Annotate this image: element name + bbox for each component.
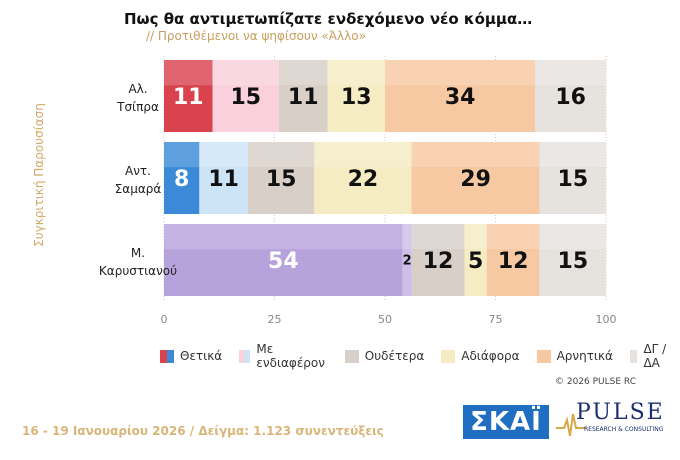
bar-segment bbox=[164, 224, 403, 296]
bar-segment-highlight bbox=[411, 142, 540, 168]
data-label: 34 bbox=[445, 85, 476, 110]
bar-segment-highlight bbox=[539, 224, 606, 250]
bar-segment-highlight bbox=[385, 60, 536, 86]
bar-segment bbox=[164, 142, 200, 214]
x-tick-label: 0 bbox=[161, 313, 168, 326]
data-label: 8 bbox=[174, 167, 189, 192]
x-tick-label: 50 bbox=[378, 313, 392, 326]
data-label: 11 bbox=[208, 167, 239, 192]
bar-segment-highlight bbox=[402, 224, 412, 250]
bar-segment bbox=[212, 60, 279, 132]
bar-segment bbox=[411, 142, 540, 214]
bar-segment bbox=[327, 60, 385, 132]
bar-segment-highlight bbox=[212, 60, 279, 86]
data-label: 15 bbox=[558, 167, 589, 192]
category-label: Αλ. bbox=[128, 82, 147, 96]
pulse-logo-subtitle: RESEARCH & CONSULTING bbox=[584, 426, 664, 433]
bar-segment-highlight bbox=[247, 142, 315, 168]
pulse-logo: PULSE RESEARCH & CONSULTING bbox=[556, 400, 666, 442]
legend-swatch bbox=[344, 349, 359, 363]
bar-segment-highlight bbox=[278, 60, 328, 86]
legend-label: ΔΓ / ΔΑ bbox=[643, 342, 667, 370]
bar-segment bbox=[402, 224, 412, 296]
bar-segment bbox=[164, 60, 213, 132]
bar-segment-highlight bbox=[486, 224, 540, 250]
survey-footer: 16 - 19 Ιανουαρίου 2026 / Δείγμα: 1.123 … bbox=[22, 424, 384, 438]
bar-segment bbox=[278, 60, 328, 132]
bar-segment bbox=[247, 142, 315, 214]
category-label: Αντ. bbox=[125, 164, 151, 178]
chart-title: Πως θα αντιμετωπίζατε ενδεχόμενο νέο κόμ… bbox=[124, 10, 533, 28]
copyright-note: © 2026 PULSE RC bbox=[555, 377, 637, 387]
data-label: 29 bbox=[460, 167, 491, 192]
x-tick-label: 75 bbox=[489, 313, 503, 326]
category-label: Καρυστιανού bbox=[99, 264, 177, 278]
bar-segment-highlight bbox=[535, 60, 606, 86]
legend-swatch bbox=[239, 349, 251, 363]
legend-label: Με ενδιαφέρον bbox=[256, 342, 325, 370]
bar-segment-highlight bbox=[164, 224, 403, 250]
bar-segment bbox=[535, 60, 606, 132]
x-tick-label: 100 bbox=[596, 313, 617, 326]
legend-swatch bbox=[160, 349, 174, 363]
bar-segment bbox=[385, 60, 536, 132]
pulse-wave-icon bbox=[556, 413, 586, 437]
legend-item: Αδιάφορα bbox=[441, 349, 520, 363]
chart-subtitle: // Προτιθέμενοι να ψηφίσουν «Άλλο» bbox=[146, 29, 366, 43]
x-tick-label: 25 bbox=[268, 313, 282, 326]
data-label: 15 bbox=[558, 249, 589, 274]
chart-legend: Θετικά Με ενδιαφέρον Ουδέτερα Αδιάφορα Αρνητ… bbox=[160, 342, 680, 370]
bar-segment bbox=[539, 224, 606, 296]
legend-label: Ουδέτερα bbox=[364, 349, 425, 363]
legend-item: ΔΓ / ΔΑ bbox=[629, 342, 667, 370]
bar-segment-highlight bbox=[539, 142, 606, 168]
pulse-logo-word: PULSE bbox=[576, 400, 665, 425]
legend-item: Ουδέτερα bbox=[344, 349, 425, 363]
bar-segment bbox=[199, 142, 248, 214]
legend-swatch bbox=[536, 349, 551, 363]
data-label: 22 bbox=[348, 167, 379, 192]
bar-segment-highlight bbox=[464, 224, 487, 250]
legend-item: Αρνητικά bbox=[536, 349, 613, 363]
bar-segment-highlight bbox=[314, 142, 412, 168]
data-label: 11 bbox=[173, 85, 204, 110]
bar-segment-highlight bbox=[327, 60, 385, 86]
category-label: Μ. bbox=[131, 246, 145, 260]
skai-logo: ΣΚΑΪ bbox=[463, 405, 549, 439]
legend-label: Αδιάφορα bbox=[461, 349, 520, 363]
data-label: 11 bbox=[288, 85, 319, 110]
bar-segment bbox=[411, 224, 465, 296]
category-label: Σαμαρά bbox=[115, 182, 162, 196]
bar-segment bbox=[464, 224, 487, 296]
data-label: 5 bbox=[468, 249, 483, 274]
data-label: 16 bbox=[555, 85, 586, 110]
bar-segment-highlight bbox=[199, 142, 248, 168]
data-label: 12 bbox=[423, 249, 454, 274]
category-label: Τσίπρα bbox=[116, 100, 159, 114]
data-label: 13 bbox=[341, 85, 372, 110]
legend-swatch bbox=[441, 349, 456, 363]
data-label: 15 bbox=[230, 85, 261, 110]
bar-segment-highlight bbox=[411, 224, 465, 250]
legend-item: Θετικά bbox=[160, 349, 222, 363]
legend-swatch bbox=[629, 349, 638, 363]
legend-label: Αρνητικά bbox=[556, 349, 613, 363]
data-label: 2 bbox=[403, 254, 412, 269]
data-label: 54 bbox=[268, 249, 299, 274]
data-label: 15 bbox=[266, 167, 297, 192]
legend-item: Με ενδιαφέρον bbox=[239, 342, 328, 370]
stacked-bar-chart: PULSE0255075100111511133416Αλ.Τσίπρα8111… bbox=[99, 56, 617, 326]
bar-segment bbox=[486, 224, 540, 296]
bar-segment bbox=[314, 142, 412, 214]
data-label: 12 bbox=[498, 249, 529, 274]
bar-segment-highlight bbox=[164, 142, 200, 168]
legend-label: Θετικά bbox=[180, 349, 223, 363]
bar-segment-highlight bbox=[164, 60, 213, 86]
bar-segment bbox=[539, 142, 606, 214]
